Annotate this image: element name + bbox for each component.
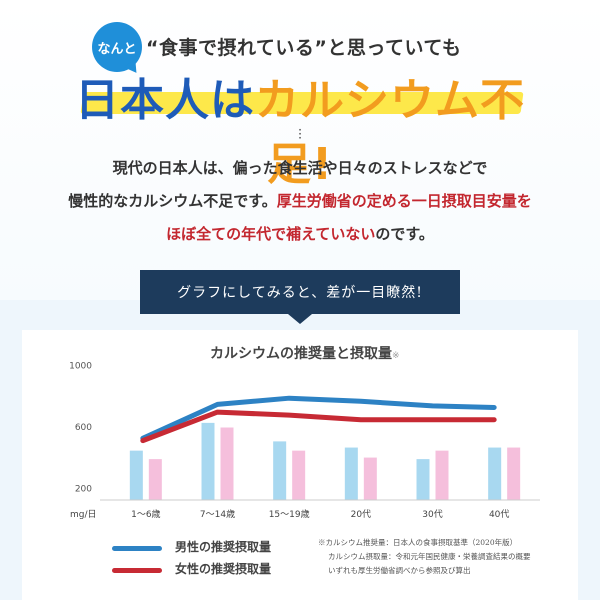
x-tick-label: 40代 (489, 509, 509, 520)
x-tick-label: 20代 (351, 509, 371, 520)
chart-title: カルシウムの推奨量と摂取量※ (210, 343, 400, 363)
page-title: 日本人はカルシウム不足! (60, 64, 540, 192)
x-tick-label: 1～6歳 (131, 508, 160, 520)
legend-female-line (112, 568, 162, 573)
female-recommended-line (140, 409, 497, 444)
legend-female-label: 女性の推奨摂取量 (175, 562, 272, 576)
male-recommended-line (140, 395, 497, 441)
y-tick-label: 1000 (69, 361, 92, 371)
intro-line2-plain: 慢性的なカルシウム不足です。 (68, 192, 277, 210)
x-tick-label: 15～19歳 (269, 508, 310, 520)
banner-tail (288, 314, 312, 324)
intro-line2: 慢性的なカルシウム不足です。厚生労働省の定める一日摂取目安量を (40, 185, 560, 218)
source-line3: いずれも厚生労働省調べから参照及び算出 (328, 566, 471, 575)
legend-male-line (112, 546, 162, 551)
title-part2: カルシウム不足! (255, 75, 525, 190)
y-tick-label: 600 (75, 423, 92, 433)
nanto-badge: なんと (92, 22, 142, 72)
title-part1: 日本人は (75, 75, 255, 126)
intro-text: 現代の日本人は、偏った食生活や日々のストレスなどで 慢性的なカルシウム不足です。… (40, 152, 560, 251)
nanto-badge-text: なんと (97, 41, 137, 57)
intro-line3-plain: のです。 (375, 225, 434, 243)
bar-male-intake (416, 459, 430, 500)
graph-banner-text: グラフにしてみると、差が一目瞭然! (177, 285, 423, 301)
source-line1: ※カルシウム推奨量：日本人の食事摂取基準（2020年版） (318, 538, 518, 547)
bar-male-intake (201, 422, 215, 500)
bar-male-intake (344, 447, 358, 500)
intro-line1: 現代の日本人は、偏った食生活や日々のストレスなどで (112, 159, 488, 177)
ellipsis-dots: · · · (298, 123, 302, 145)
bar-male-intake (273, 441, 287, 500)
intro-line3-red: ほぼ全ての年代で補えていない (166, 225, 376, 243)
bar-female-intake (220, 427, 234, 500)
subhead: “食事で摂れている”と思っていても (146, 37, 462, 59)
intro-line3: ほぼ全ての年代で補えていないのです。 (40, 218, 560, 251)
intro-line2-red: 厚生労働省の定める一日摂取目安量を (276, 192, 532, 210)
bar-female-intake (148, 459, 162, 500)
bar-female-intake (292, 450, 306, 500)
y-unit-label: mg/日 (70, 509, 97, 520)
bar-male-intake (129, 450, 143, 500)
source-line2: カルシウム摂取量：令和元年国民健康・栄養調査結果の概要 (328, 552, 531, 561)
y-tick-label: 200 (75, 485, 92, 495)
chart-title-note: ※ (392, 351, 400, 361)
bar-male-intake (488, 447, 502, 500)
source-note: ※カルシウム推奨量：日本人の食事摂取基準（2020年版） カルシウム摂取量：令和… (318, 536, 588, 578)
bar-female-intake (507, 447, 521, 500)
legend-male-label: 男性の推奨摂取量 (175, 540, 272, 554)
bar-female-intake (363, 457, 377, 500)
x-tick-label: 7～14歳 (200, 508, 235, 520)
graph-banner: グラフにしてみると、差が一目瞭然! (140, 270, 460, 314)
chart-title-text: カルシウムの推奨量と摂取量 (210, 346, 392, 362)
bar-female-intake (435, 450, 449, 500)
x-tick-label: 30代 (422, 509, 442, 520)
